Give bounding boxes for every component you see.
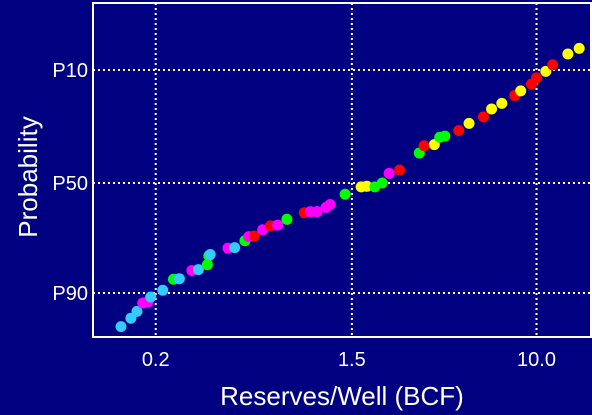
data-point bbox=[204, 249, 216, 260]
y-axis-label: Probability bbox=[13, 116, 43, 237]
data-point bbox=[324, 198, 336, 210]
data-point bbox=[573, 42, 585, 54]
plot-frame bbox=[92, 2, 592, 338]
x-tick-label: 1.5 bbox=[338, 349, 366, 371]
y-tick-label: P90 bbox=[52, 283, 88, 305]
y-tick-label: P50 bbox=[52, 173, 88, 195]
data-point bbox=[486, 103, 498, 115]
data-point bbox=[115, 321, 127, 333]
data-point bbox=[145, 291, 157, 303]
data-point bbox=[157, 284, 169, 296]
data-point bbox=[562, 48, 574, 60]
x-tick-label: 10.0 bbox=[517, 349, 556, 371]
data-point bbox=[311, 206, 323, 218]
data-point bbox=[248, 230, 260, 242]
data-point bbox=[376, 177, 388, 189]
data-point bbox=[383, 167, 395, 179]
data-point bbox=[173, 273, 185, 285]
data-point bbox=[394, 164, 406, 176]
data-points bbox=[115, 42, 585, 333]
y-tick-label: P10 bbox=[52, 60, 88, 82]
x-tick-labels: 0.2 1.5 10.0 bbox=[142, 349, 556, 371]
data-point bbox=[463, 117, 475, 129]
data-point bbox=[339, 188, 351, 200]
data-point bbox=[478, 111, 490, 123]
data-point bbox=[281, 213, 293, 225]
x-axis-label: Reserves/Well (BCF) bbox=[220, 381, 464, 411]
data-point bbox=[201, 259, 213, 271]
data-point bbox=[131, 305, 143, 317]
data-point bbox=[229, 242, 241, 254]
data-point bbox=[453, 124, 465, 136]
data-point bbox=[540, 65, 552, 77]
data-point bbox=[361, 180, 373, 192]
data-point bbox=[272, 219, 284, 231]
data-point bbox=[496, 97, 508, 109]
data-point bbox=[515, 85, 527, 97]
data-point bbox=[418, 140, 430, 152]
data-point bbox=[531, 72, 543, 84]
grid-lines bbox=[93, 3, 591, 337]
data-point bbox=[192, 264, 204, 276]
y-tick-labels: P10 P50 P90 bbox=[52, 60, 88, 305]
data-point bbox=[547, 59, 559, 71]
x-tick-label: 0.2 bbox=[142, 349, 170, 371]
data-point bbox=[439, 130, 451, 142]
